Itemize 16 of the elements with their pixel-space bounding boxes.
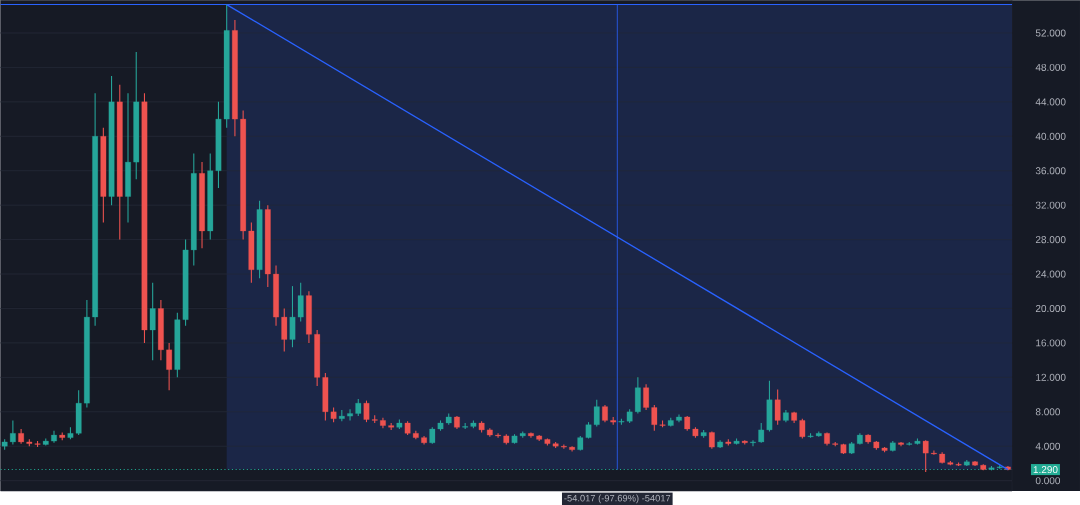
- y-tick-label: 36.000: [1035, 167, 1066, 175]
- text: -54.017 (-97.69%) -54017: [564, 494, 671, 504]
- y-tick-label: 28.000: [1035, 235, 1066, 244]
- y-tick-label: 20.000: [1035, 304, 1066, 312]
- ref-line-label: 1.290: [1033, 465, 1058, 473]
- y-tick-label: 16.000: [1036, 339, 1066, 347]
- y-tick-label: 48.000: [1035, 63, 1066, 71]
- y-tick-label: 52.000: [1035, 29, 1066, 37]
- y-tick-label: 24.000: [1035, 270, 1066, 278]
- y-tick-label: 8.000: [1035, 408, 1061, 416]
- y-tick-label: 44.000: [1035, 98, 1066, 106]
- y-tick-label: 4.000: [1035, 442, 1061, 450]
- y-tick-label: 40.000: [1035, 132, 1066, 140]
- y-tick-label: 32.000: [1035, 201, 1066, 209]
- y-tick-label: 0.000: [1035, 477, 1061, 485]
- y-tick-label: 12.000: [1036, 373, 1066, 381]
